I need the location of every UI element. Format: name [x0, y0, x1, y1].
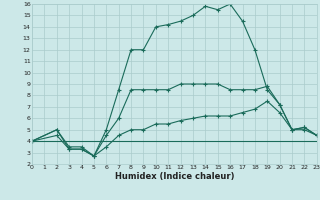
X-axis label: Humidex (Indice chaleur): Humidex (Indice chaleur) [115, 172, 234, 181]
